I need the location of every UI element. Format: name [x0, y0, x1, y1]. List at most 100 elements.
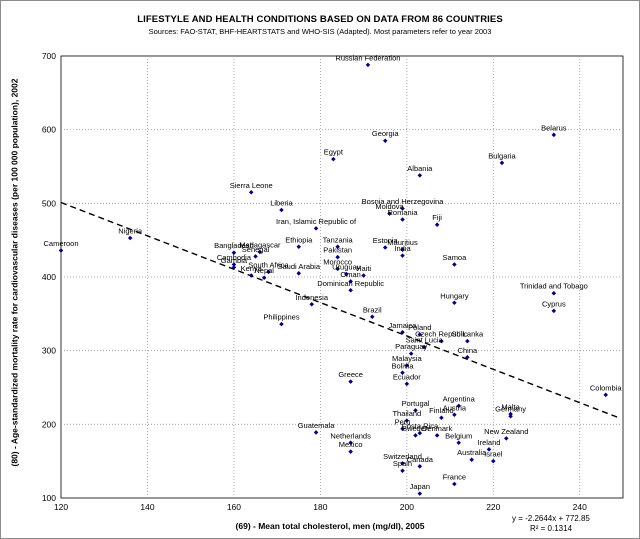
point-label: France — [443, 473, 466, 482]
data-point — [456, 403, 461, 409]
point-label: Trinidad and Tobago — [520, 282, 588, 291]
data-point — [465, 355, 470, 360]
data-point — [348, 279, 353, 284]
y-tick-label: 300 — [42, 346, 56, 356]
point-label: Austria — [443, 403, 467, 412]
point-label: Israel — [484, 450, 503, 459]
data-point — [296, 244, 302, 250]
y-tick-label: 500 — [42, 198, 56, 208]
data-points — [58, 62, 608, 496]
point-label: Liberia — [270, 198, 293, 207]
data-point — [421, 344, 427, 350]
point-label: Bosnia and Herzegovina — [362, 197, 445, 206]
data-point — [369, 314, 375, 320]
y-tick-label: 400 — [42, 272, 56, 282]
point-label: Haiti — [356, 264, 371, 273]
point-label: Costa Rica — [401, 422, 439, 431]
data-point — [504, 436, 509, 441]
point-label: Cambodia — [217, 253, 252, 262]
data-point — [344, 271, 349, 277]
data-point — [417, 430, 423, 436]
point-label: Uruguay — [332, 263, 361, 272]
data-point — [387, 211, 392, 216]
point-labels: Russian Federation Belarus Georgia Egypt Bul… — [43, 53, 622, 491]
point-label: Paraguay — [395, 342, 427, 351]
point-label: Indonesia — [295, 293, 328, 302]
data-point — [417, 332, 423, 337]
point-label: Germany — [495, 405, 526, 414]
point-label: Egypt — [324, 148, 344, 157]
point-label: Malaysia — [392, 354, 422, 363]
y-tick-label: 600 — [42, 125, 56, 135]
point-label: India — [394, 244, 411, 253]
point-label: Fiji — [432, 213, 442, 222]
point-label: Georgia — [372, 129, 400, 138]
data-point — [296, 271, 302, 276]
point-label: Nepal — [254, 266, 274, 275]
point-label: Ecuador — [393, 372, 421, 381]
point-label: Pakistan — [323, 246, 352, 255]
point-label: South Africa — [248, 260, 289, 269]
point-label: Philippines — [263, 313, 300, 322]
tick-labels: 100 200 300 400 500 600 700 120 140 160 180 200 220 2… — [42, 51, 587, 512]
trendline-equation: y = -2.2644x + 772.85 — [512, 514, 590, 523]
point-label: Poland — [408, 323, 431, 332]
point-label: Greece — [338, 370, 363, 379]
x-tick-label: 140 — [140, 502, 154, 512]
data-point — [404, 381, 410, 387]
point-label: Nigeria — [118, 226, 143, 235]
data-point — [404, 363, 410, 368]
data-point — [456, 440, 461, 446]
data-point — [348, 379, 353, 384]
point-label: Belarus — [541, 123, 567, 132]
point-label: Thailand — [392, 409, 421, 418]
point-label: Brazil — [363, 305, 382, 314]
point-label: Sri Lanka — [452, 330, 485, 339]
x-tick-label: 120 — [54, 502, 68, 512]
data-point — [348, 449, 353, 454]
data-point — [313, 430, 319, 435]
data-point — [452, 262, 457, 267]
data-point — [335, 266, 340, 272]
data-point — [465, 338, 470, 344]
point-label: Bangladesh — [214, 241, 254, 250]
data-point — [231, 262, 237, 267]
gridlines — [61, 56, 623, 498]
data-point — [439, 338, 444, 344]
data-point — [365, 62, 371, 68]
data-point — [486, 447, 492, 452]
data-point — [452, 412, 457, 418]
point-label: Ireland — [478, 438, 501, 447]
point-label: Guatemala — [298, 421, 336, 430]
data-point — [551, 290, 557, 296]
point-label: Russian Federation — [335, 53, 400, 62]
point-label: New Zealand — [484, 427, 528, 436]
data-point — [434, 433, 440, 438]
point-label: Dominican Republic — [317, 279, 384, 288]
data-point — [400, 217, 405, 222]
data-point — [253, 254, 258, 259]
point-label: Finland — [429, 406, 454, 415]
data-point — [309, 301, 315, 307]
point-label: Kenya — [241, 264, 263, 273]
data-point — [404, 418, 410, 423]
data-point — [400, 468, 405, 474]
data-point — [335, 254, 340, 260]
data-point — [469, 457, 474, 462]
data-point — [491, 458, 496, 464]
point-label: Iran, Islamic Republic of — [276, 217, 357, 226]
point-label: Morocco — [323, 257, 352, 266]
point-label: Portugal — [402, 399, 430, 408]
data-point — [58, 248, 64, 253]
data-point — [382, 138, 388, 143]
data-point — [603, 392, 608, 398]
point-label: Saudi Arabia — [277, 262, 320, 271]
data-point — [452, 300, 457, 306]
data-point — [452, 481, 457, 487]
y-tick-label: 100 — [42, 493, 56, 503]
point-label: Netherlands — [330, 431, 371, 440]
x-tick-label: 200 — [400, 502, 414, 512]
point-label: Senegal — [242, 245, 270, 254]
point-label: Romania — [388, 208, 419, 217]
point-label: Hungary — [440, 291, 469, 300]
